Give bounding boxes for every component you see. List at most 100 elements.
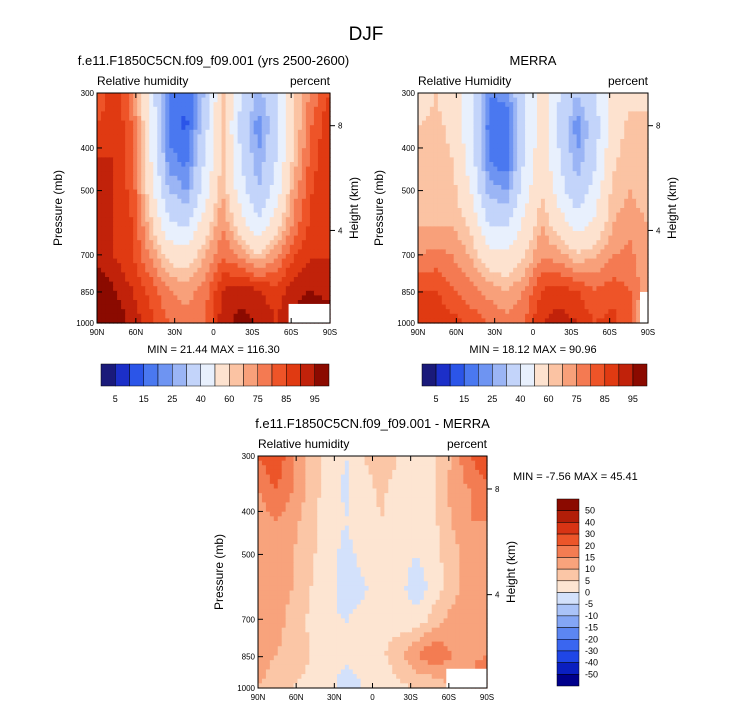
field-cell xyxy=(525,208,530,214)
field-cell xyxy=(261,93,267,99)
field-cell xyxy=(540,212,546,218)
field-cell xyxy=(281,175,287,181)
field-cell xyxy=(241,129,247,135)
field-cell xyxy=(193,318,199,324)
field-cell xyxy=(197,175,203,181)
field-cell xyxy=(309,272,315,278)
field-cell xyxy=(173,212,178,218)
field-cell xyxy=(161,162,166,168)
field-cell xyxy=(620,93,625,99)
field-cell xyxy=(197,309,203,315)
field-cell xyxy=(261,194,267,200)
field-cell xyxy=(321,286,327,292)
field-cell xyxy=(217,281,223,287)
field-cell xyxy=(556,134,562,140)
field-cell xyxy=(564,240,570,246)
field-cell xyxy=(241,208,247,214)
field-cell xyxy=(513,198,518,204)
field-cell xyxy=(636,125,641,131)
field-cell xyxy=(525,166,530,172)
field-cell xyxy=(221,180,227,186)
field-cell xyxy=(217,194,223,200)
field-cell xyxy=(501,194,506,200)
field-cell xyxy=(153,240,158,246)
field-cell xyxy=(612,240,617,246)
field-cell xyxy=(129,309,134,315)
field-cell xyxy=(425,134,431,140)
field-cell xyxy=(161,97,166,103)
field-cell xyxy=(97,277,102,283)
field-cell xyxy=(161,106,166,112)
field-cell xyxy=(169,286,174,292)
field-cell xyxy=(469,175,475,181)
field-cell xyxy=(241,194,247,200)
field-cell xyxy=(297,249,303,255)
field-cell xyxy=(193,143,199,149)
field-cell xyxy=(137,304,142,310)
field-cell xyxy=(596,106,602,112)
field-cell xyxy=(209,157,215,163)
field-cell xyxy=(185,318,190,324)
field-cell xyxy=(189,249,195,255)
field-cell xyxy=(125,313,130,319)
field-cell xyxy=(169,157,174,163)
field-cell xyxy=(521,111,526,117)
field-cell xyxy=(253,139,259,145)
field-cell xyxy=(628,102,633,108)
field-cell xyxy=(233,120,239,126)
field-cell xyxy=(325,143,331,149)
field-cell xyxy=(560,217,566,223)
field-cell xyxy=(640,162,645,168)
field-cell xyxy=(125,272,130,278)
field-cell xyxy=(117,267,122,273)
field-cell xyxy=(584,106,590,112)
field-cell xyxy=(141,111,146,117)
field-cell xyxy=(125,162,130,168)
field-cell xyxy=(153,267,158,273)
field-cell xyxy=(153,318,158,324)
field-cell xyxy=(157,240,162,246)
field-cell xyxy=(225,194,231,200)
field-cell xyxy=(556,171,562,177)
field-cell xyxy=(141,309,146,315)
field-cell xyxy=(245,185,251,191)
colorbar-swatch xyxy=(286,363,301,387)
field-cell xyxy=(257,309,263,315)
field-cell xyxy=(596,102,602,108)
field-cell xyxy=(125,318,130,324)
field-cell xyxy=(425,235,431,241)
field-cell xyxy=(201,231,207,237)
field-cell xyxy=(445,93,451,99)
field-cell xyxy=(620,217,625,223)
field-cell xyxy=(604,189,609,195)
field-cell xyxy=(217,106,223,112)
field-cell xyxy=(620,152,625,158)
field-cell xyxy=(325,111,331,117)
field-cell xyxy=(105,240,110,246)
field-cell xyxy=(193,134,199,140)
field-cell xyxy=(596,175,602,181)
field-cell xyxy=(205,217,211,223)
field-cell xyxy=(628,125,633,131)
field-cell xyxy=(165,111,170,117)
field-cell xyxy=(237,286,243,292)
field-cell xyxy=(552,180,558,186)
field-cell xyxy=(253,162,259,168)
field-cell xyxy=(433,102,439,108)
field-cell xyxy=(273,93,279,99)
field-cell xyxy=(540,231,546,237)
field-cell xyxy=(473,189,479,195)
field-cell xyxy=(509,231,514,237)
field-cell xyxy=(552,194,558,200)
field-cell xyxy=(225,258,231,264)
field-cell xyxy=(149,258,154,264)
field-cell xyxy=(133,120,138,126)
field-cell xyxy=(529,235,534,241)
field-cell xyxy=(309,290,315,296)
field-cell xyxy=(173,134,178,140)
field-cell xyxy=(517,152,522,158)
field-cell xyxy=(201,300,207,306)
field-cell xyxy=(293,300,299,306)
field-cell xyxy=(269,157,275,163)
field-cell xyxy=(209,198,215,204)
